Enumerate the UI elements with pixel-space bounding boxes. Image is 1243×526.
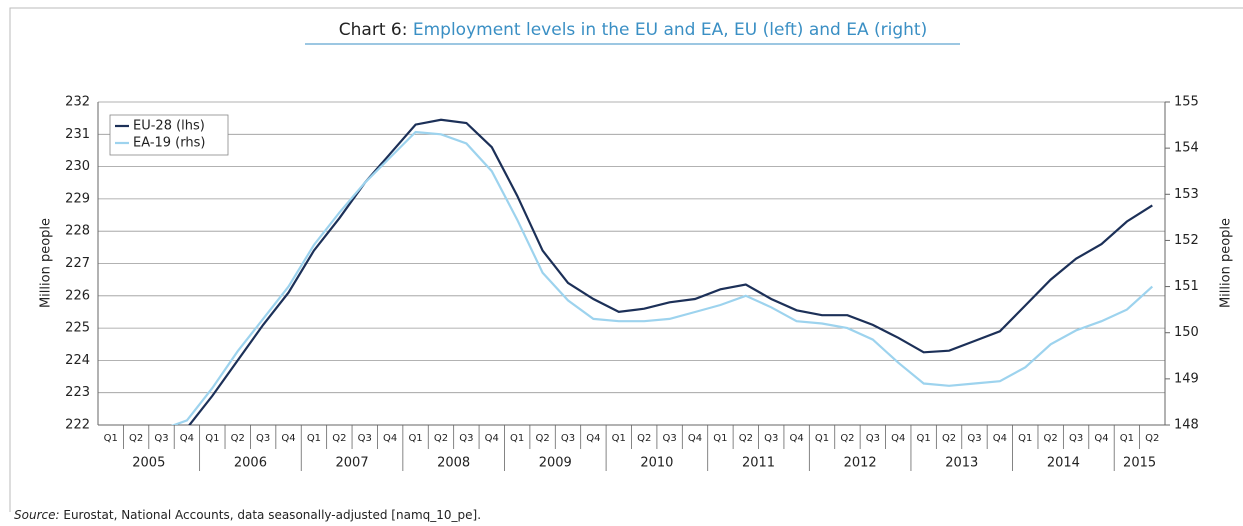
chart-title: Chart 6: Employment levels in the EU and… <box>339 20 927 40</box>
x-tick-label: Q1 <box>408 433 422 444</box>
x-tick-label: Q4 <box>1094 433 1108 444</box>
x-tick-label: Q3 <box>967 433 981 444</box>
x-tick-label: Q2 <box>332 433 346 444</box>
y-tick-label: 226 <box>65 288 90 303</box>
x-tick-label: Q4 <box>281 433 295 444</box>
x-tick-label: Q1 <box>205 433 219 444</box>
y2-tick-label: 151 <box>1174 279 1199 294</box>
x-group-label: 2005 <box>132 456 165 471</box>
x-tick-label: Q1 <box>612 433 626 444</box>
x-tick-label: Q1 <box>1018 433 1032 444</box>
x-tick-label: Q3 <box>764 433 778 444</box>
y-tick-label: 230 <box>65 159 90 174</box>
y2-tick-label: 154 <box>1174 141 1199 156</box>
x-group-label: 2006 <box>234 456 267 471</box>
x-tick-label: Q1 <box>713 433 727 444</box>
x-tick-label: Q2 <box>129 433 143 444</box>
x-tick-label: Q2 <box>739 433 753 444</box>
plot-area <box>170 118 1154 425</box>
y-tick-label: 225 <box>65 321 90 336</box>
x-tick-label: Q1 <box>510 433 524 444</box>
y2-tick-label: 155 <box>1174 95 1199 110</box>
title-prefix: Chart 6: <box>339 20 408 40</box>
y-tick-label: 223 <box>65 385 90 400</box>
y-tick-label: 224 <box>65 353 90 368</box>
legend-label: EU-28 (lhs) <box>133 119 205 134</box>
x-tick-label: Q2 <box>1145 433 1159 444</box>
x-tick-label: Q4 <box>790 433 804 444</box>
x-group-label: 2011 <box>742 456 775 471</box>
series-line <box>188 118 1153 425</box>
x-tick-label: Q1 <box>307 433 321 444</box>
x-tick-label: Q3 <box>662 433 676 444</box>
source-text: Eurostat, National Accounts, data season… <box>63 508 481 522</box>
y-tick-label: 228 <box>65 224 90 239</box>
x-tick-label: Q3 <box>256 433 270 444</box>
y-tick-label: 231 <box>65 127 90 142</box>
x-group-label: 2012 <box>844 456 877 471</box>
x-group-label: 2014 <box>1047 456 1080 471</box>
y2-tick-label: 153 <box>1174 187 1199 202</box>
legend-box <box>109 114 229 156</box>
x-tick-label: Q2 <box>434 433 448 444</box>
x-tick-label: Q2 <box>637 433 651 444</box>
source-label: Source: <box>14 508 60 522</box>
y2-tick-label: 150 <box>1174 325 1199 340</box>
y-tick-label: 232 <box>65 95 90 110</box>
y-axis-label: Million people <box>39 218 54 308</box>
y2-tick-label: 148 <box>1174 418 1199 433</box>
x-group-label: 2010 <box>640 456 673 471</box>
x-tick-label: Q4 <box>993 433 1007 444</box>
source: Source: Eurostat, National Accounts, dat… <box>14 508 481 522</box>
x-tick-label: Q4 <box>485 433 499 444</box>
x-tick-label: Q2 <box>231 433 245 444</box>
y2-tick-label: 152 <box>1174 233 1199 248</box>
x-tick-label: Q1 <box>104 433 118 444</box>
x-tick-label: Q1 <box>815 433 829 444</box>
y2-axis-label: Million people <box>1219 218 1234 308</box>
y-tick-label: 222 <box>65 418 90 433</box>
x-tick-label: Q3 <box>1069 433 1083 444</box>
x-tick-label: Q3 <box>459 433 473 444</box>
x-tick-label: Q4 <box>891 433 905 444</box>
title-text: Employment levels in the EU and EA, EU (… <box>413 20 927 40</box>
series-line <box>170 130 1154 425</box>
x-tick-label: Q3 <box>561 433 575 444</box>
y-tick-label: 229 <box>65 191 90 206</box>
x-tick-label: Q2 <box>1044 433 1058 444</box>
x-group-label: 2007 <box>336 456 369 471</box>
x-tick-label: Q3 <box>154 433 168 444</box>
x-tick-label: Q2 <box>535 433 549 444</box>
frame <box>9 7 1243 512</box>
x-tick-label: Q4 <box>383 433 397 444</box>
x-tick-label: Q1 <box>1120 433 1134 444</box>
x-tick-label: Q2 <box>942 433 956 444</box>
x-tick-label: Q4 <box>180 433 194 444</box>
x-group-label: 2015 <box>1123 456 1156 471</box>
x-tick-label: Q3 <box>866 433 880 444</box>
x-tick-label: Q4 <box>688 433 702 444</box>
y2-tick-label: 149 <box>1174 371 1199 386</box>
x-tick-label: Q1 <box>917 433 931 444</box>
x-group-label: 2008 <box>437 456 470 471</box>
x-group-label: 2013 <box>945 456 978 471</box>
x-group-label: 2009 <box>539 456 572 471</box>
y-tick-label: 227 <box>65 256 90 271</box>
x-tick-label: Q2 <box>840 433 854 444</box>
legend-label: EA-19 (rhs) <box>133 136 205 151</box>
x-tick-label: Q4 <box>586 433 600 444</box>
x-tick-label: Q3 <box>358 433 372 444</box>
